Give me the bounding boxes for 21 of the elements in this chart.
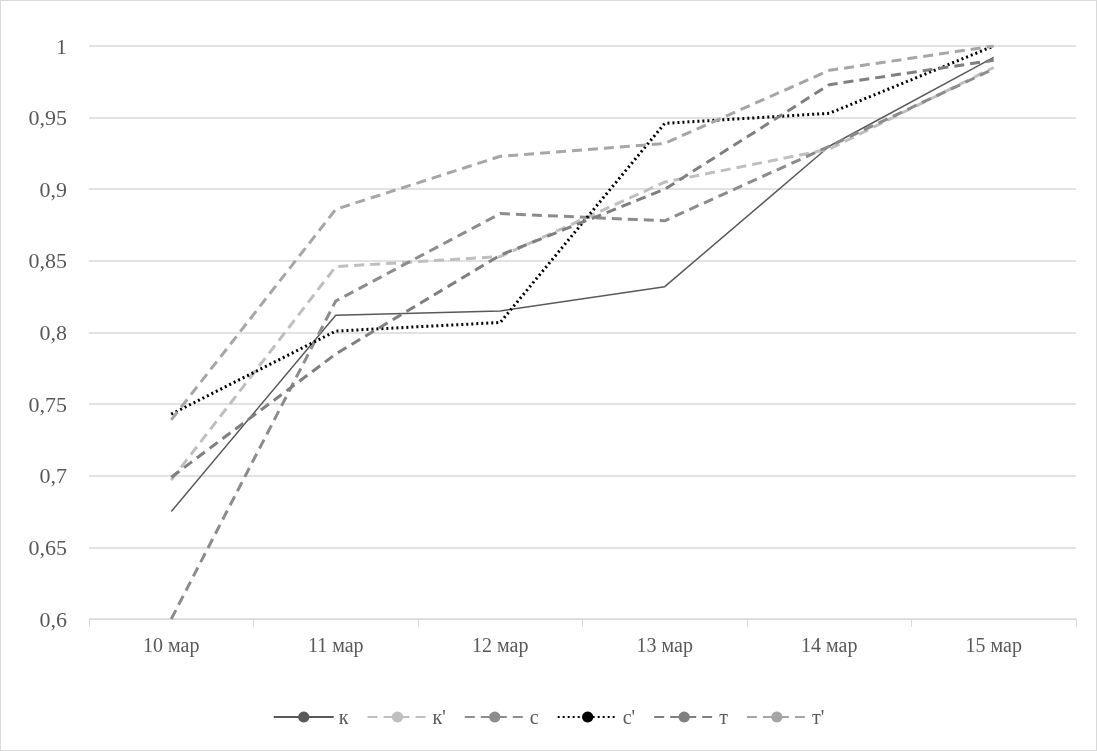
y-tick-label: 1 (56, 33, 67, 59)
legend-label: к' (432, 706, 446, 728)
y-tick-label: 0,6 (39, 606, 67, 632)
x-tick-label: 14 мар (801, 634, 858, 657)
legend-label: к (338, 706, 349, 728)
y-tick-label: 0,9 (39, 176, 67, 202)
x-tick-label: 11 мар (307, 634, 364, 657)
legend-label: т (719, 706, 729, 728)
y-tick-label: 0,7 (39, 463, 67, 489)
x-tick-label: 13 мар (636, 634, 693, 657)
legend-label: с (529, 706, 539, 728)
x-tick-label: 10 мар (143, 634, 200, 657)
y-tick-label: 0,75 (28, 391, 67, 417)
x-tick-label: 12 мар (472, 634, 529, 657)
y-tick-label: 0,85 (28, 248, 67, 274)
x-tick-label: 15 мар (965, 634, 1022, 657)
legend-label: с' (622, 706, 636, 728)
legend-label: т' (811, 706, 825, 728)
y-tick-label: 0,8 (39, 320, 67, 345)
y-tick-label: 0,65 (28, 534, 67, 560)
y-tick-label: 0,95 (28, 105, 67, 131)
